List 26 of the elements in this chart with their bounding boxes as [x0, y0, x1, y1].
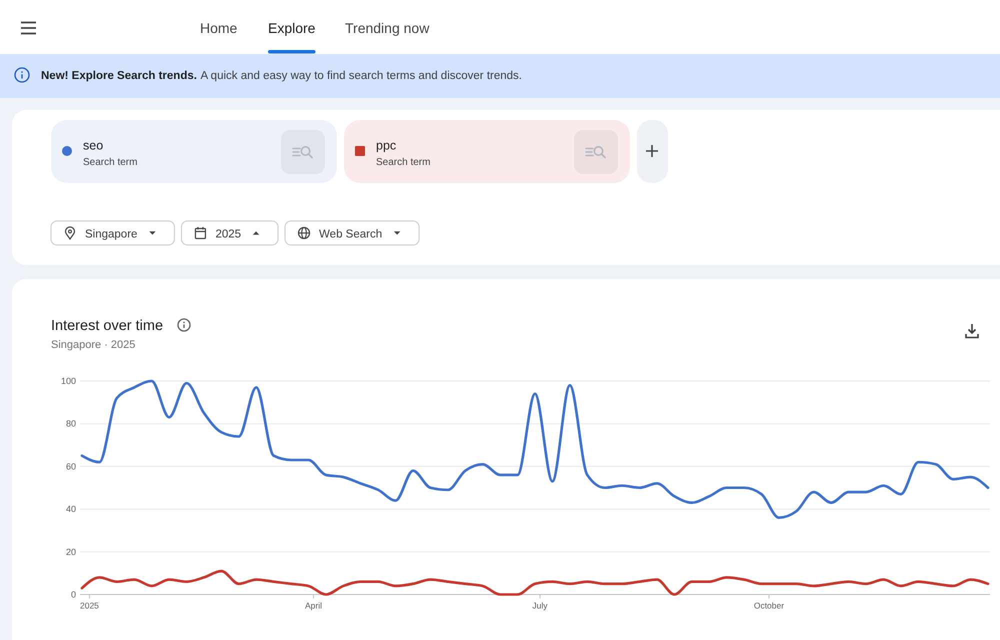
legend-label: ppc — [376, 138, 396, 152]
line-series — [80, 570, 990, 596]
text: Trending now — [345, 20, 430, 36]
text: Explore — [268, 20, 316, 36]
text: Web Search — [319, 228, 382, 240]
text: 2025 — [215, 228, 242, 240]
text: Search term — [376, 157, 430, 168]
text: Home — [200, 20, 238, 36]
x-tick-label: July — [532, 600, 548, 610]
y-tick-label: 80 — [66, 418, 76, 429]
text: New! Explore Search trends. — [41, 70, 197, 82]
chart-subtitle: Singapore · 2025 — [51, 339, 136, 351]
line-series — [80, 380, 990, 519]
y-tick-label: 60 — [66, 461, 76, 472]
y-tick-label: 40 — [66, 504, 76, 514]
y-tick-label: 0 — [70, 590, 76, 600]
y-tick-label: 20 — [66, 546, 76, 557]
x-tick-label: October — [754, 600, 784, 610]
legend-label: seo — [83, 138, 104, 152]
text: Singapore — [85, 228, 138, 240]
x-tick-label: April — [304, 600, 322, 610]
y-tick-label: 100 — [60, 376, 76, 386]
text: A quick and easy way to find search terms and discover trends. — [200, 70, 522, 82]
chart-title: Interest over time — [51, 318, 164, 334]
text: Search term — [83, 157, 138, 168]
x-tick-label: 2025 — [80, 600, 100, 610]
